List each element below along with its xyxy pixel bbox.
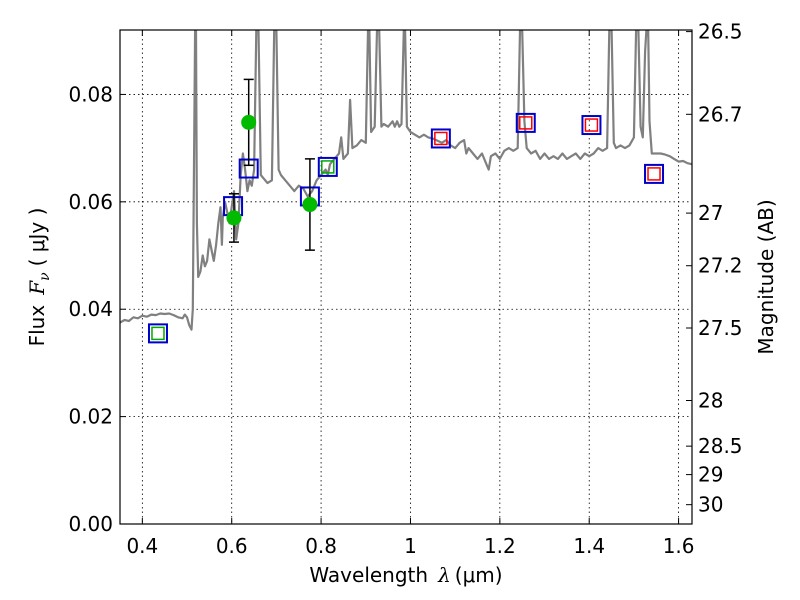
x-tick-label: 1.6 [663,534,695,558]
photometry-points [147,78,665,344]
observed-square [434,131,448,146]
model-band-square [515,112,536,133]
model-band-square [644,163,665,184]
y2-tick-label: 28.5 [698,434,743,458]
x-axis-label: Wavelength λ (μm) [309,563,502,587]
y2-tick-label: 27 [698,201,723,225]
observed-flux-point [241,114,257,130]
y-tick-label: 0.02 [68,405,113,429]
y-tick-label: 0.06 [68,190,113,214]
y2-axis-label: Magnitude (AB) [754,199,778,354]
x-tick-label: 0.4 [126,534,158,558]
y2-tick-label: 26.5 [698,20,743,44]
x-tick-label: 1.4 [573,534,605,558]
spectrum-line [120,30,692,331]
y2-tick-label: 27.2 [698,254,743,278]
y2-tick-label: 29 [698,463,723,487]
plot-frame [119,29,693,525]
observed-flux-point [302,197,318,213]
y2-tick-label: 26.7 [698,102,743,126]
axis-ticks: 0.4 0.6 0.8 1 1.2 1.4 1.6 0.00 0.02 0.04 0.06 0.08 2… [68,20,742,558]
y-axis-label: FluxFν( μJy ) [25,208,53,347]
model-band-square [581,115,602,136]
model-band-square [317,156,338,177]
y-tick-label: 0.00 [68,512,113,536]
model-band-square [147,323,168,344]
observed-square [321,160,335,174]
y2-tick-label: 28 [698,389,723,413]
observed-square [519,116,533,130]
x-tick-label: 1.2 [484,534,516,558]
x-tick-label: 0.6 [216,534,248,558]
spectrum-series [120,30,692,331]
model-band-square [430,128,451,149]
y2-tick-label: 30 [698,493,723,517]
observed-square [647,167,661,181]
y2-tick-label: 27.5 [698,316,743,340]
observed-square [151,326,165,341]
x-tick-label: 0.8 [305,534,337,558]
y-tick-label: 0.08 [68,82,113,106]
y-tick-label: 0.04 [68,297,113,321]
observed-square [584,118,599,132]
observed-flux-point [226,210,242,226]
x-tick-label: 1 [404,534,417,558]
